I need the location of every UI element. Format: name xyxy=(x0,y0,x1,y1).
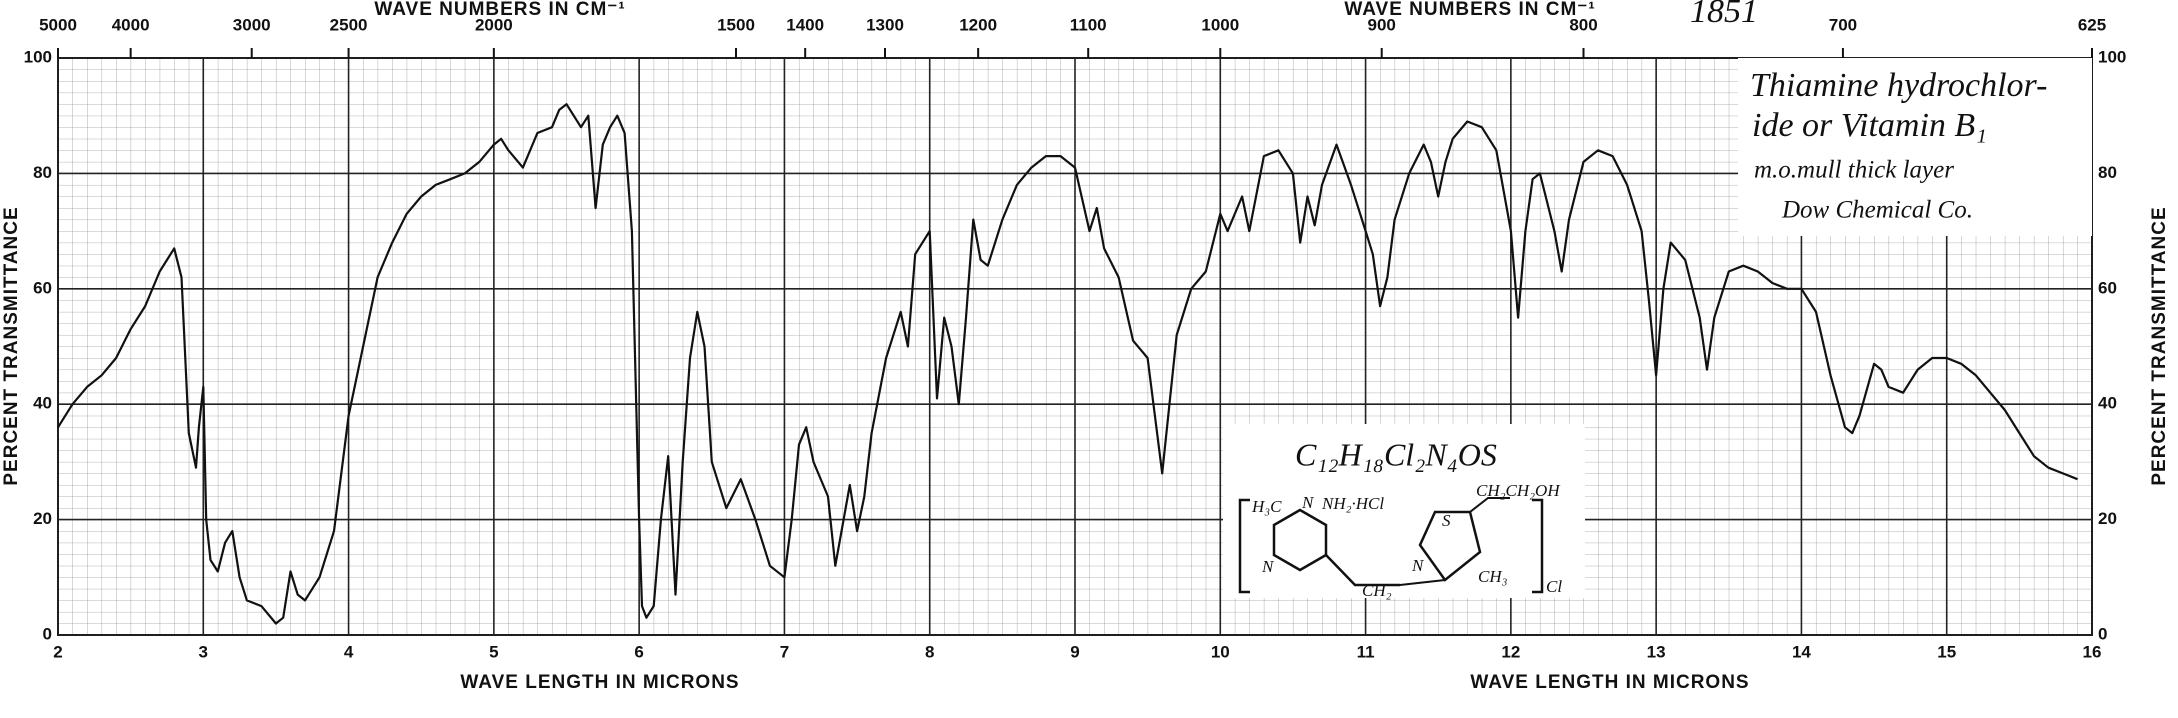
y-tick-label: 100 xyxy=(24,47,52,66)
atom-label: CH₂ xyxy=(1362,581,1392,600)
y-tick-label: 80 xyxy=(33,163,52,182)
atom-label: NH₂·HCl xyxy=(1321,494,1384,513)
y-tick-label-right: 0 xyxy=(2098,624,2107,643)
top-tick-label: 1300 xyxy=(866,15,904,34)
atom-label: S xyxy=(1442,511,1451,530)
x-tick-label: 4 xyxy=(344,642,354,661)
top-tick-label: 700 xyxy=(1829,15,1857,34)
x-tick-label: 5 xyxy=(489,642,498,661)
x-tick-label: 13 xyxy=(1647,642,1666,661)
annotation-box: Thiamine hydrochlor- ide or Vitamin B₁ m… xyxy=(1738,58,2092,236)
y-tick-label: 40 xyxy=(33,394,52,413)
y-tick-label: 20 xyxy=(33,509,52,528)
spectrum-line xyxy=(57,103,2078,625)
top-tick-label: 625 xyxy=(2078,15,2106,34)
x-tick-label: 6 xyxy=(634,642,643,661)
top-tick-label: 4000 xyxy=(112,15,150,34)
top-tick-label: 5000 xyxy=(39,15,77,34)
x-tick-label: 16 xyxy=(2083,642,2102,661)
y-tick-label-right: 80 xyxy=(2098,163,2117,182)
sample-number: 1851 xyxy=(1690,0,1758,30)
x-tick-label: 7 xyxy=(780,642,789,661)
top-tick-label: 900 xyxy=(1368,15,1396,34)
y-tick-label: 60 xyxy=(33,278,52,297)
top-tick-label: 3000 xyxy=(233,15,271,34)
x-tick-label: 15 xyxy=(1937,642,1956,661)
atom-label: CH₂CH₂OH xyxy=(1476,481,1561,500)
y-tick-label-right: 40 xyxy=(2098,394,2117,413)
top-tick-label: 1500 xyxy=(717,15,755,34)
x-axis-title: WAVE LENGTH IN MICRONS xyxy=(460,672,739,693)
annotation: ide or Vitamin B₁ xyxy=(1752,107,1987,144)
y-tick-label: 0 xyxy=(43,624,52,643)
x-tick-label: 2 xyxy=(53,642,62,661)
annotation: Dow Chemical Co. xyxy=(1781,197,1973,224)
formula: C₁₂H₁₈Cl₂N₄OS xyxy=(1295,436,1497,472)
x-tick-label: 12 xyxy=(1501,642,1520,661)
x-axis-title: WAVE LENGTH IN MICRONS xyxy=(1470,672,1749,693)
top-tick-label: 1200 xyxy=(959,15,997,34)
atom-label: N xyxy=(1411,556,1425,575)
top-axis-title: WAVE NUMBERS IN CM⁻¹ xyxy=(374,0,625,20)
x-tick-label: 8 xyxy=(925,642,934,661)
top-tick-label: 2500 xyxy=(330,15,368,34)
x-tick-label: 10 xyxy=(1211,642,1230,661)
y-tick-label-right: 100 xyxy=(2098,47,2126,66)
top-tick-label: 1000 xyxy=(1201,15,1239,34)
x-tick-label: 3 xyxy=(199,642,208,661)
atom-label: H₃C xyxy=(1251,497,1282,516)
structure-box: C₁₂H₁₈Cl₂N₄OS H₃C N NH₂·HCl N CH₂ N S CH… xyxy=(1223,424,1585,600)
atom-label: Cl xyxy=(1546,577,1562,596)
annotation: m.o.mull thick layer xyxy=(1754,157,1954,184)
y-axis-title-right: PERCENT TRANSMITTANCE xyxy=(2149,206,2170,485)
top-tick-label: 1400 xyxy=(786,15,824,34)
annotation: Thiamine hydrochlor- xyxy=(1750,67,2047,104)
y-axis-title: PERCENT TRANSMITTANCE xyxy=(1,206,22,485)
y-tick-label-right: 60 xyxy=(2098,278,2117,297)
top-axis-title: WAVE NUMBERS IN CM⁻¹ xyxy=(1344,0,1595,20)
x-tick-label: 9 xyxy=(1070,642,1079,661)
x-tick-label: 14 xyxy=(1792,642,1811,661)
top-tick-label: 2000 xyxy=(475,15,513,34)
top-tick-label: 800 xyxy=(1569,15,1597,34)
top-tick-label: 1100 xyxy=(1070,15,1107,34)
atom-label: N xyxy=(1261,557,1275,576)
x-tick-label: 11 xyxy=(1357,642,1375,661)
atom-label: CH₃ xyxy=(1478,567,1508,586)
y-tick-label-right: 20 xyxy=(2098,509,2117,528)
atom-label: N xyxy=(1301,493,1315,512)
